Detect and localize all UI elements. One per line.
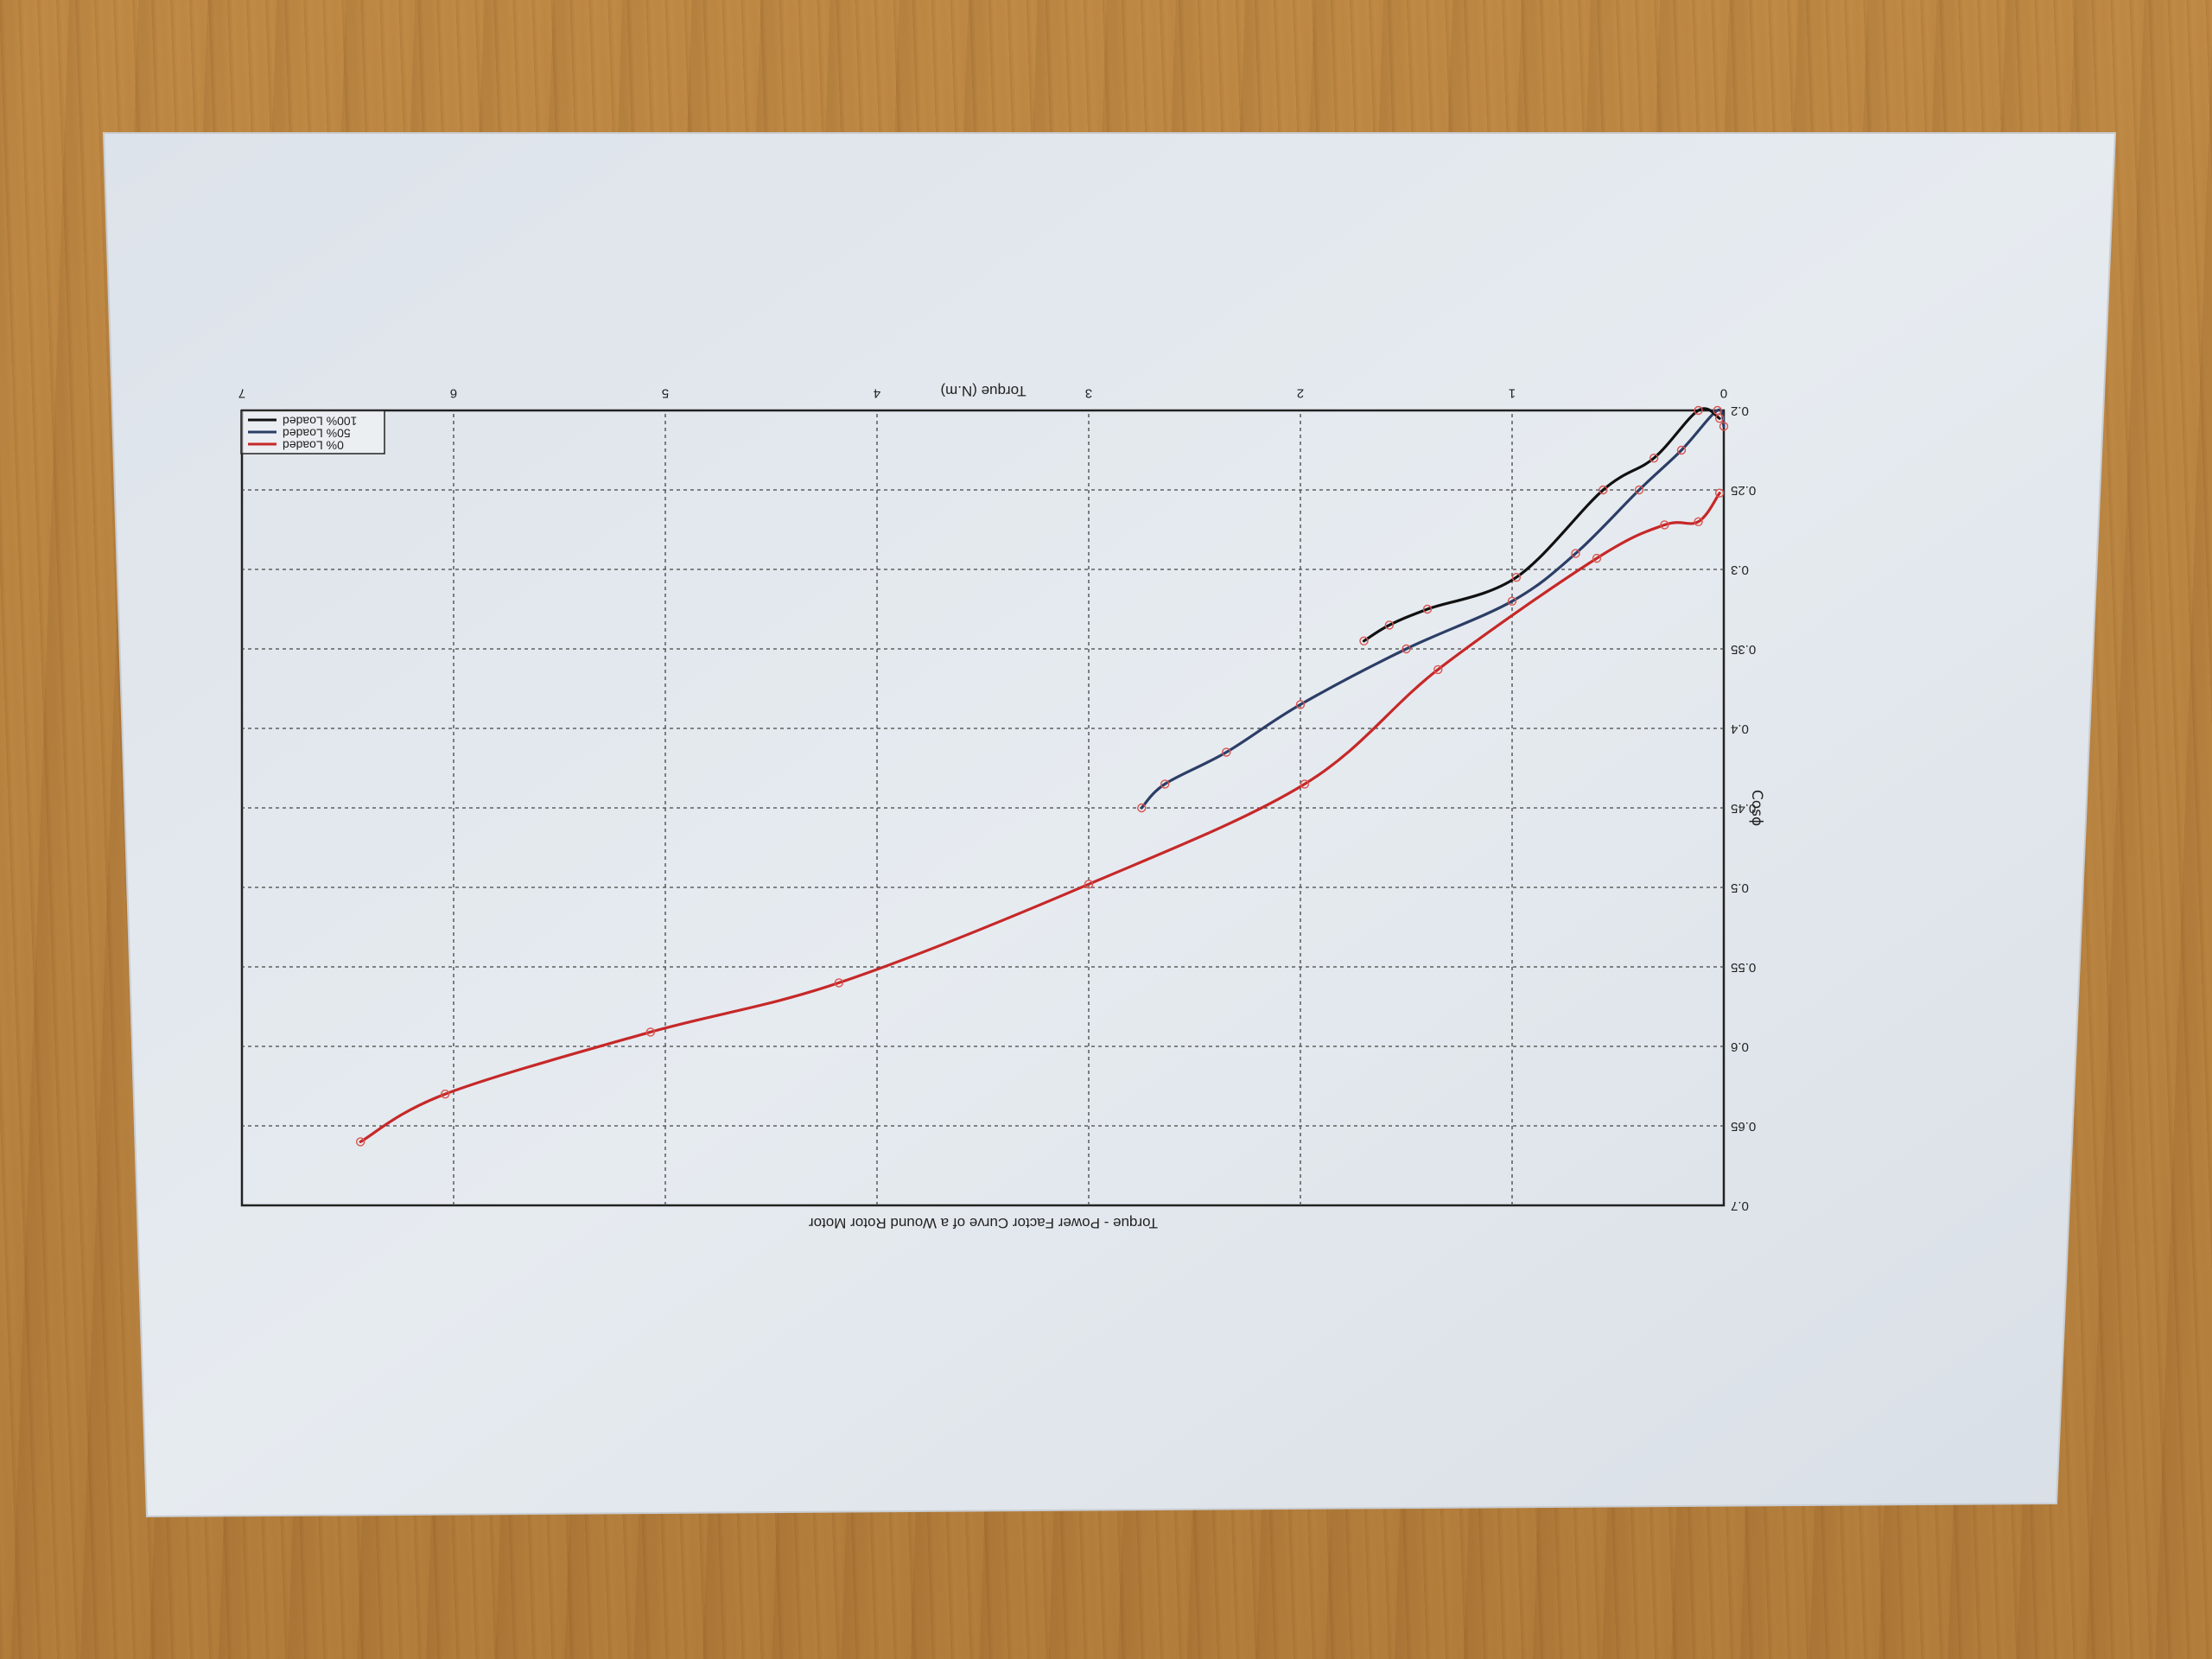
data-point xyxy=(834,978,844,988)
data-point xyxy=(1359,636,1369,646)
data-point xyxy=(1714,488,1725,498)
x-tick-label: 6 xyxy=(450,386,457,401)
data-point xyxy=(1694,517,1703,527)
data-point xyxy=(645,1027,656,1037)
y-tick-label: 0.5 xyxy=(1731,880,1749,895)
y-tick-label: 0.25 xyxy=(1731,483,1756,498)
legend-label: 50% Loaded xyxy=(283,426,351,440)
y-tick-label: 0.7 xyxy=(1731,1198,1749,1213)
y-tick-label: 0.2 xyxy=(1731,404,1749,418)
data-point xyxy=(1634,485,1644,495)
x-tick-label: 3 xyxy=(1085,386,1092,401)
data-point xyxy=(1649,453,1659,463)
data-point xyxy=(1422,604,1433,614)
x-tick-label: 0 xyxy=(1720,386,1727,401)
data-point xyxy=(1160,779,1170,789)
data-point xyxy=(355,1137,365,1147)
data-point xyxy=(1694,405,1703,416)
data-point xyxy=(440,1090,450,1099)
data-point xyxy=(1719,422,1729,431)
paper-sheet xyxy=(102,132,2117,1518)
x-tick-label: 1 xyxy=(1509,386,1516,401)
legend-label: 100% Loaded xyxy=(283,414,357,428)
legend-label: 0% Loaded xyxy=(283,438,344,452)
data-point xyxy=(1300,779,1310,789)
y-tick-label: 0.65 xyxy=(1731,1119,1756,1134)
grid xyxy=(242,410,1724,1205)
data-point xyxy=(1295,700,1306,709)
data-point xyxy=(1599,485,1608,495)
series-line-1 xyxy=(1140,408,1726,810)
data-point xyxy=(1592,553,1602,563)
tick-layer: 0 1 2 3 4 5 6 7 0.2 0.25 0.3 0.35 0.4 0.45 0.5 0.55 0.6 0… xyxy=(238,386,1756,1213)
data-point xyxy=(1507,596,1517,607)
data-point xyxy=(1571,549,1580,558)
data-point xyxy=(1402,644,1411,654)
series-layer xyxy=(359,407,1726,1143)
data-point xyxy=(1084,880,1094,889)
y-tick-label: 0.55 xyxy=(1731,960,1756,975)
data-point xyxy=(1384,620,1395,630)
data-point xyxy=(1676,445,1687,455)
data-point xyxy=(1222,747,1231,757)
x-axis-label: Torque (N.m) xyxy=(940,383,1026,399)
series-line-2 xyxy=(1362,407,1721,643)
y-tick-label: 0.35 xyxy=(1731,642,1756,657)
x-tick-label: 2 xyxy=(1297,386,1304,401)
data-point xyxy=(1713,405,1722,416)
x-tick-label: 4 xyxy=(874,386,880,401)
data-point xyxy=(1137,803,1147,813)
x-tick-label: 5 xyxy=(662,386,669,401)
data-point xyxy=(1511,572,1522,582)
data-point xyxy=(1660,520,1669,530)
series-line-0 xyxy=(359,492,1721,1143)
data-point xyxy=(1714,413,1725,423)
y-tick-label: 0.4 xyxy=(1731,721,1749,736)
y-tick-label: 0.6 xyxy=(1731,1039,1749,1054)
x-tick-label: 7 xyxy=(238,386,245,401)
data-point xyxy=(1433,664,1443,675)
y-axis-label: Cosϕ xyxy=(1748,790,1765,826)
chart: 0 1 2 3 4 5 6 7 0.2 0.25 0.3 0.35 0.4 0.45 0.5 0.55 0.6 0… xyxy=(238,383,1765,1231)
y-tick-label: 0.45 xyxy=(1731,801,1756,816)
marker-layer xyxy=(355,405,1729,1147)
chart-title: Torque - Power Factor Curve of a Wound R… xyxy=(809,1215,1158,1231)
y-tick-label: 0.3 xyxy=(1731,563,1749,577)
